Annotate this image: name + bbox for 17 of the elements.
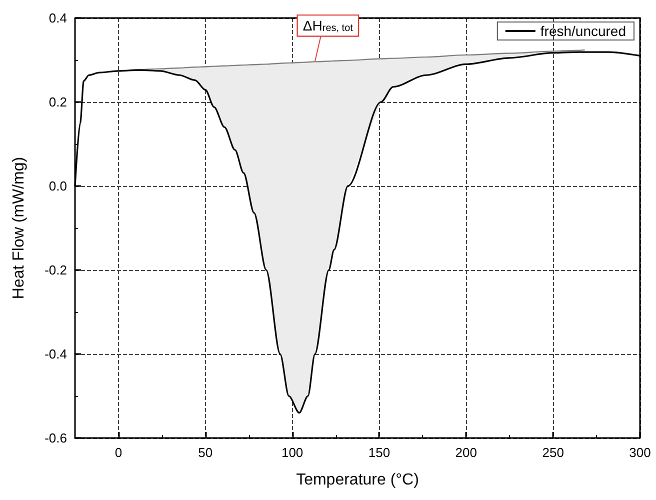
- y-tick-label: -0.6: [44, 430, 67, 446]
- x-tick-label: 150: [368, 445, 390, 460]
- x-tick-label: 100: [281, 445, 304, 460]
- y-tick-label: 0.4: [48, 10, 67, 26]
- annotation: ΔHres, tot: [302, 18, 354, 34]
- y-axis-title: Heat Flow (mW/mg): [10, 156, 28, 300]
- x-axis-title: Temperature (°C): [296, 472, 419, 488]
- y-tick-label: 0.0: [48, 178, 67, 194]
- y-tick-label: -0.2: [44, 262, 67, 278]
- x-tick-label: 200: [455, 445, 478, 460]
- y-tick-label: -0.4: [44, 346, 67, 362]
- legend-label: fresh/uncured: [540, 23, 626, 39]
- x-tick-label: 250: [542, 445, 564, 460]
- y-tick-label: 0.2: [48, 94, 67, 110]
- x-tick-label: 0: [114, 445, 122, 460]
- x-tick-label: 300: [629, 445, 651, 460]
- x-tick-label: 50: [198, 445, 213, 460]
